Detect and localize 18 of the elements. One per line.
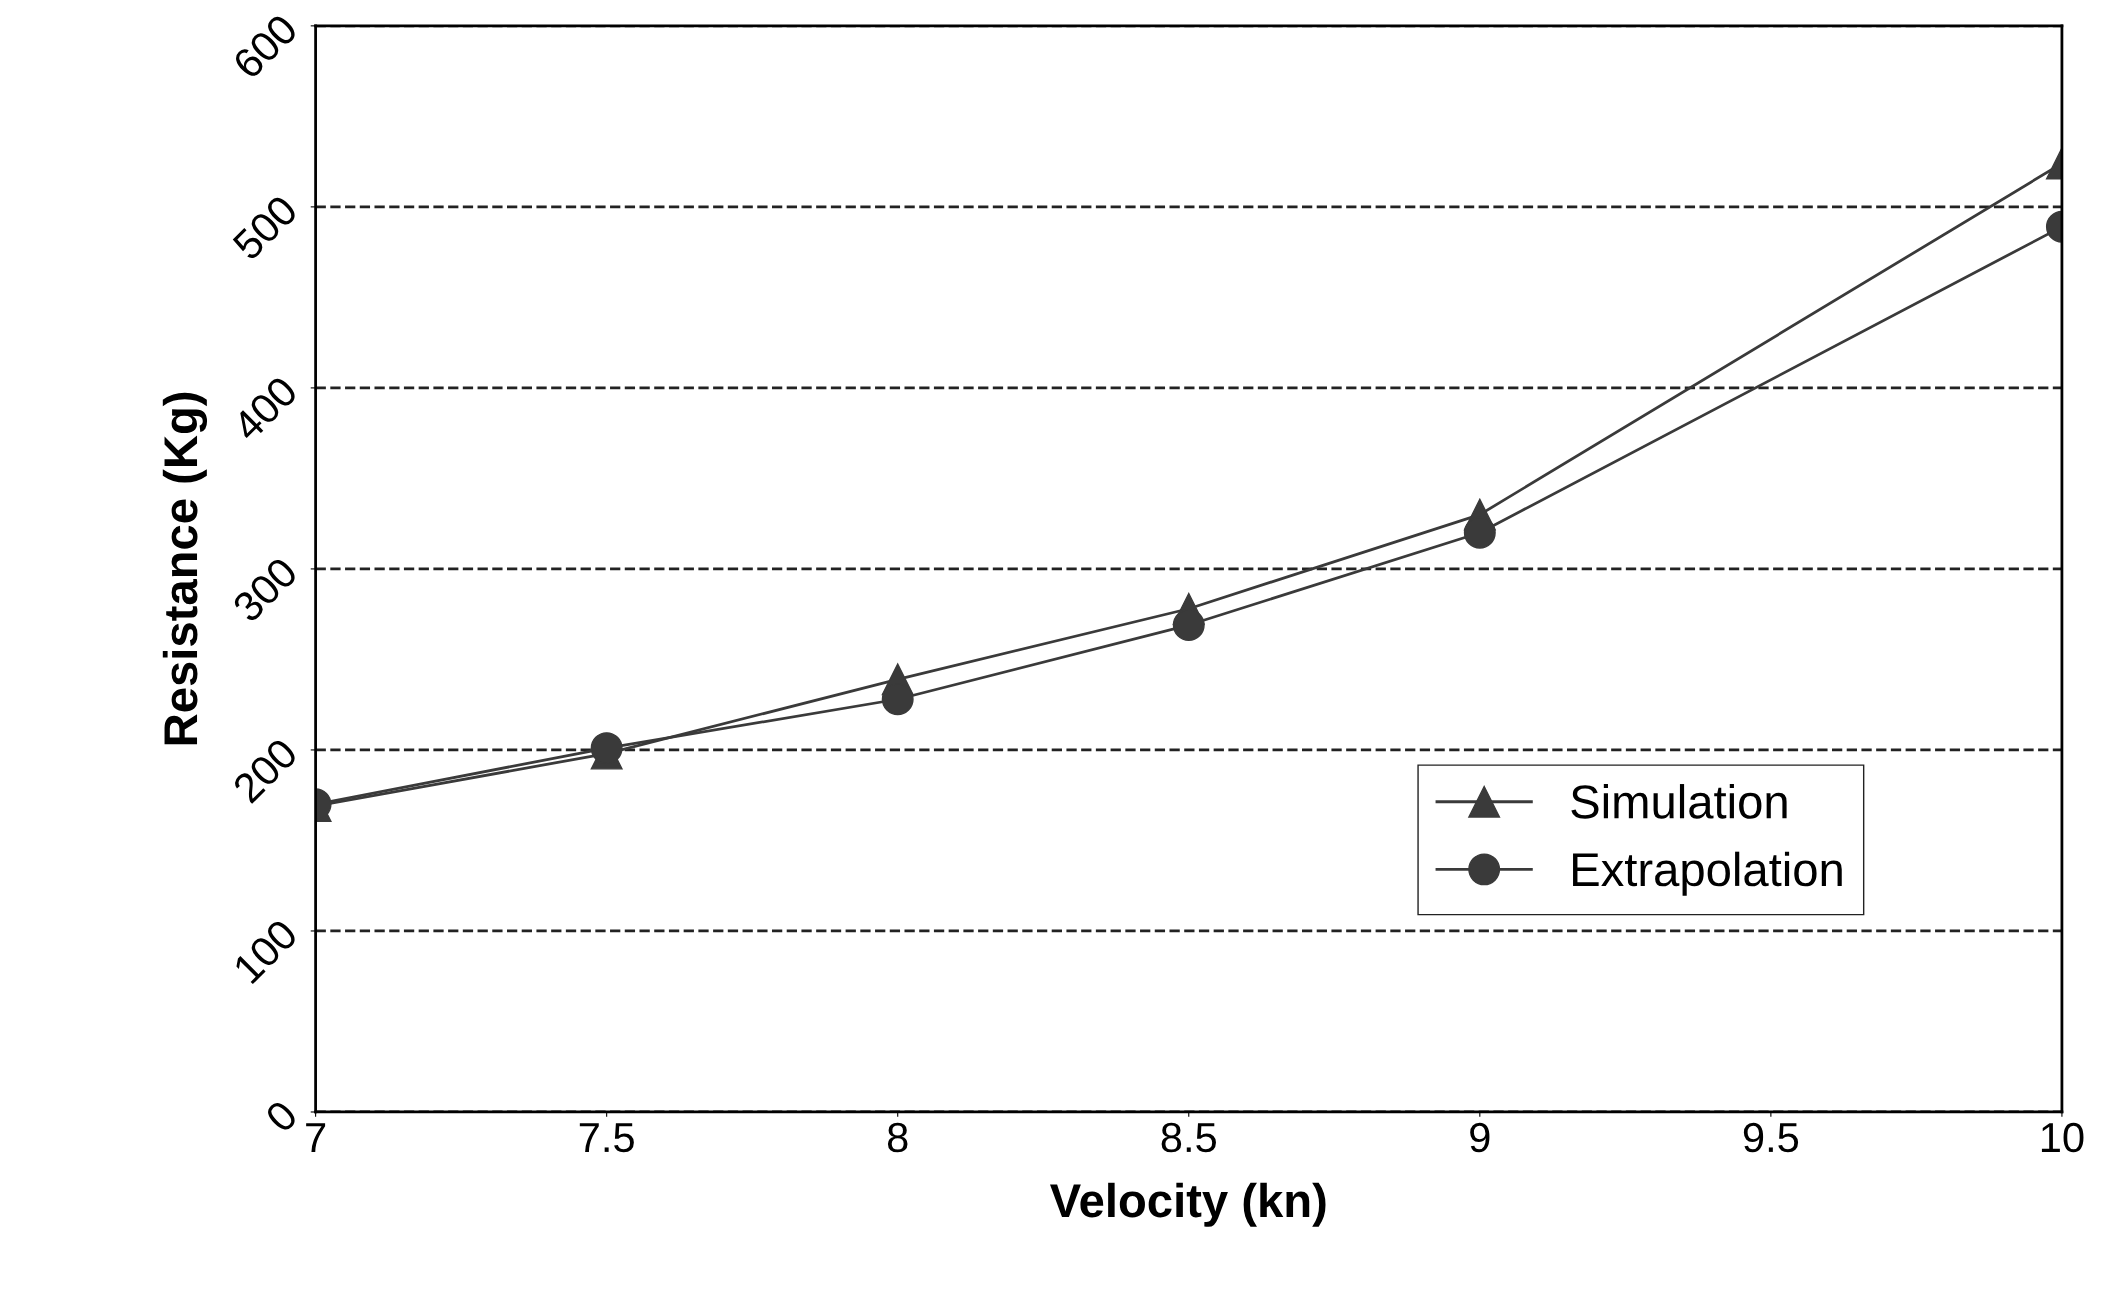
y-tick-label: 600 bbox=[231, 12, 299, 81]
y-tick-label: 100 bbox=[232, 917, 299, 985]
y-tick-label: 400 bbox=[230, 374, 299, 443]
x-tick-label: 9.5 bbox=[1743, 1122, 1799, 1153]
y-tick-label: 500 bbox=[231, 193, 299, 262]
y-tick-label: 300 bbox=[231, 555, 299, 624]
x-tick-label: 7.5 bbox=[579, 1123, 634, 1153]
y-tick-label: 0 bbox=[263, 1098, 299, 1134]
x-tick-label: 7 bbox=[306, 1123, 326, 1152]
x-tick-label: 8.5 bbox=[1161, 1122, 1216, 1153]
x-axis-title: Velocity (kn) bbox=[1050, 1182, 1326, 1227]
legend-label: Extrapolation bbox=[1573, 851, 1842, 896]
y-axis-title: Resistance (Kg) bbox=[162, 392, 208, 745]
x-tick-label: 8 bbox=[887, 1122, 908, 1153]
x-tick-label: 9 bbox=[1470, 1122, 1490, 1153]
y-tick-label: 200 bbox=[231, 736, 299, 805]
legend-label: Simulation bbox=[1571, 784, 1787, 819]
x-tick-label: 10 bbox=[2041, 1122, 2084, 1153]
